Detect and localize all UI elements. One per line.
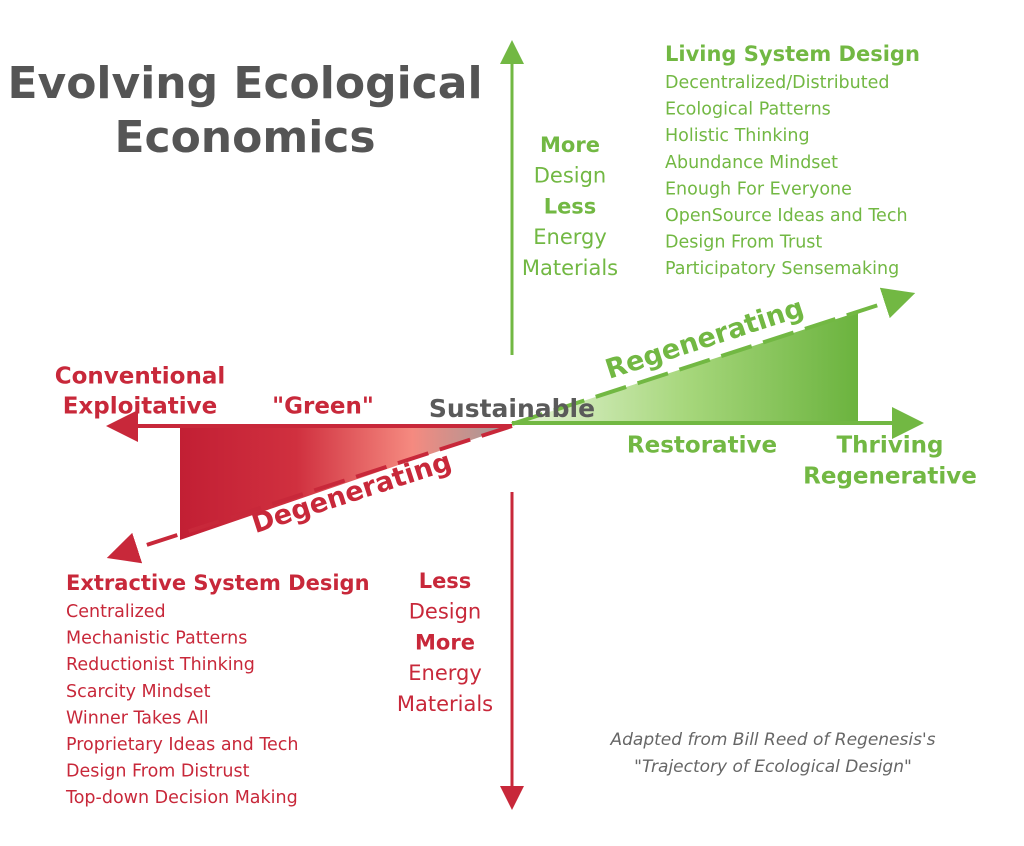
credit: "Trajectory of Ecological Design" bbox=[634, 757, 912, 777]
list-item: Centralized bbox=[66, 602, 166, 622]
list-item: Scarcity Mindset bbox=[66, 682, 211, 702]
list-item: Winner Takes All bbox=[66, 708, 209, 728]
red-wedge bbox=[180, 426, 512, 540]
list-item: Participatory Sensemaking bbox=[665, 259, 899, 279]
list-item: Decentralized/Distributed bbox=[665, 73, 890, 93]
axis-word: Materials bbox=[397, 692, 493, 716]
regenerating-line bbox=[511, 287, 916, 426]
list-item: Holistic Thinking bbox=[665, 126, 810, 146]
label: Exploitative bbox=[63, 394, 218, 420]
list-item: Enough For Everyone bbox=[665, 179, 852, 199]
credit: Adapted from Bill Reed of Regenesis's bbox=[610, 730, 936, 750]
list-item: Ecological Patterns bbox=[665, 100, 831, 120]
axis-word: Energy bbox=[408, 661, 482, 685]
label: "Green" bbox=[272, 394, 374, 420]
label: Conventional bbox=[55, 364, 225, 390]
list-item: Abundance Mindset bbox=[665, 153, 838, 173]
axis-word: More bbox=[540, 133, 600, 157]
list-heading: Extractive System Design bbox=[66, 571, 370, 595]
list-item: Design From Trust bbox=[665, 233, 822, 253]
axis-word: Energy bbox=[533, 225, 607, 249]
axis-word: Materials bbox=[522, 256, 618, 280]
degenerating-line bbox=[106, 424, 513, 564]
axis-word: Less bbox=[419, 569, 472, 593]
axis-word: More bbox=[415, 630, 475, 654]
title: Economics bbox=[114, 112, 375, 163]
axis-word: Design bbox=[409, 600, 482, 624]
title: Evolving Ecological bbox=[7, 58, 482, 109]
list-item: Reductionist Thinking bbox=[66, 655, 255, 675]
label: Restorative bbox=[627, 433, 777, 459]
shapes bbox=[106, 40, 924, 810]
axis-word: Less bbox=[544, 194, 597, 218]
axis-word: Design bbox=[534, 164, 607, 188]
list-item: Proprietary Ideas and Tech bbox=[66, 735, 299, 755]
label: Regenerative bbox=[803, 464, 977, 490]
list-item: OpenSource Ideas and Tech bbox=[665, 206, 908, 226]
list-item: Top-down Decision Making bbox=[65, 788, 298, 808]
list-item: Design From Distrust bbox=[66, 762, 250, 782]
label: Thriving bbox=[836, 433, 943, 459]
list-heading: Living System Design bbox=[665, 42, 920, 66]
label: Sustainable bbox=[429, 394, 595, 423]
list-item: Mechanistic Patterns bbox=[66, 629, 247, 649]
